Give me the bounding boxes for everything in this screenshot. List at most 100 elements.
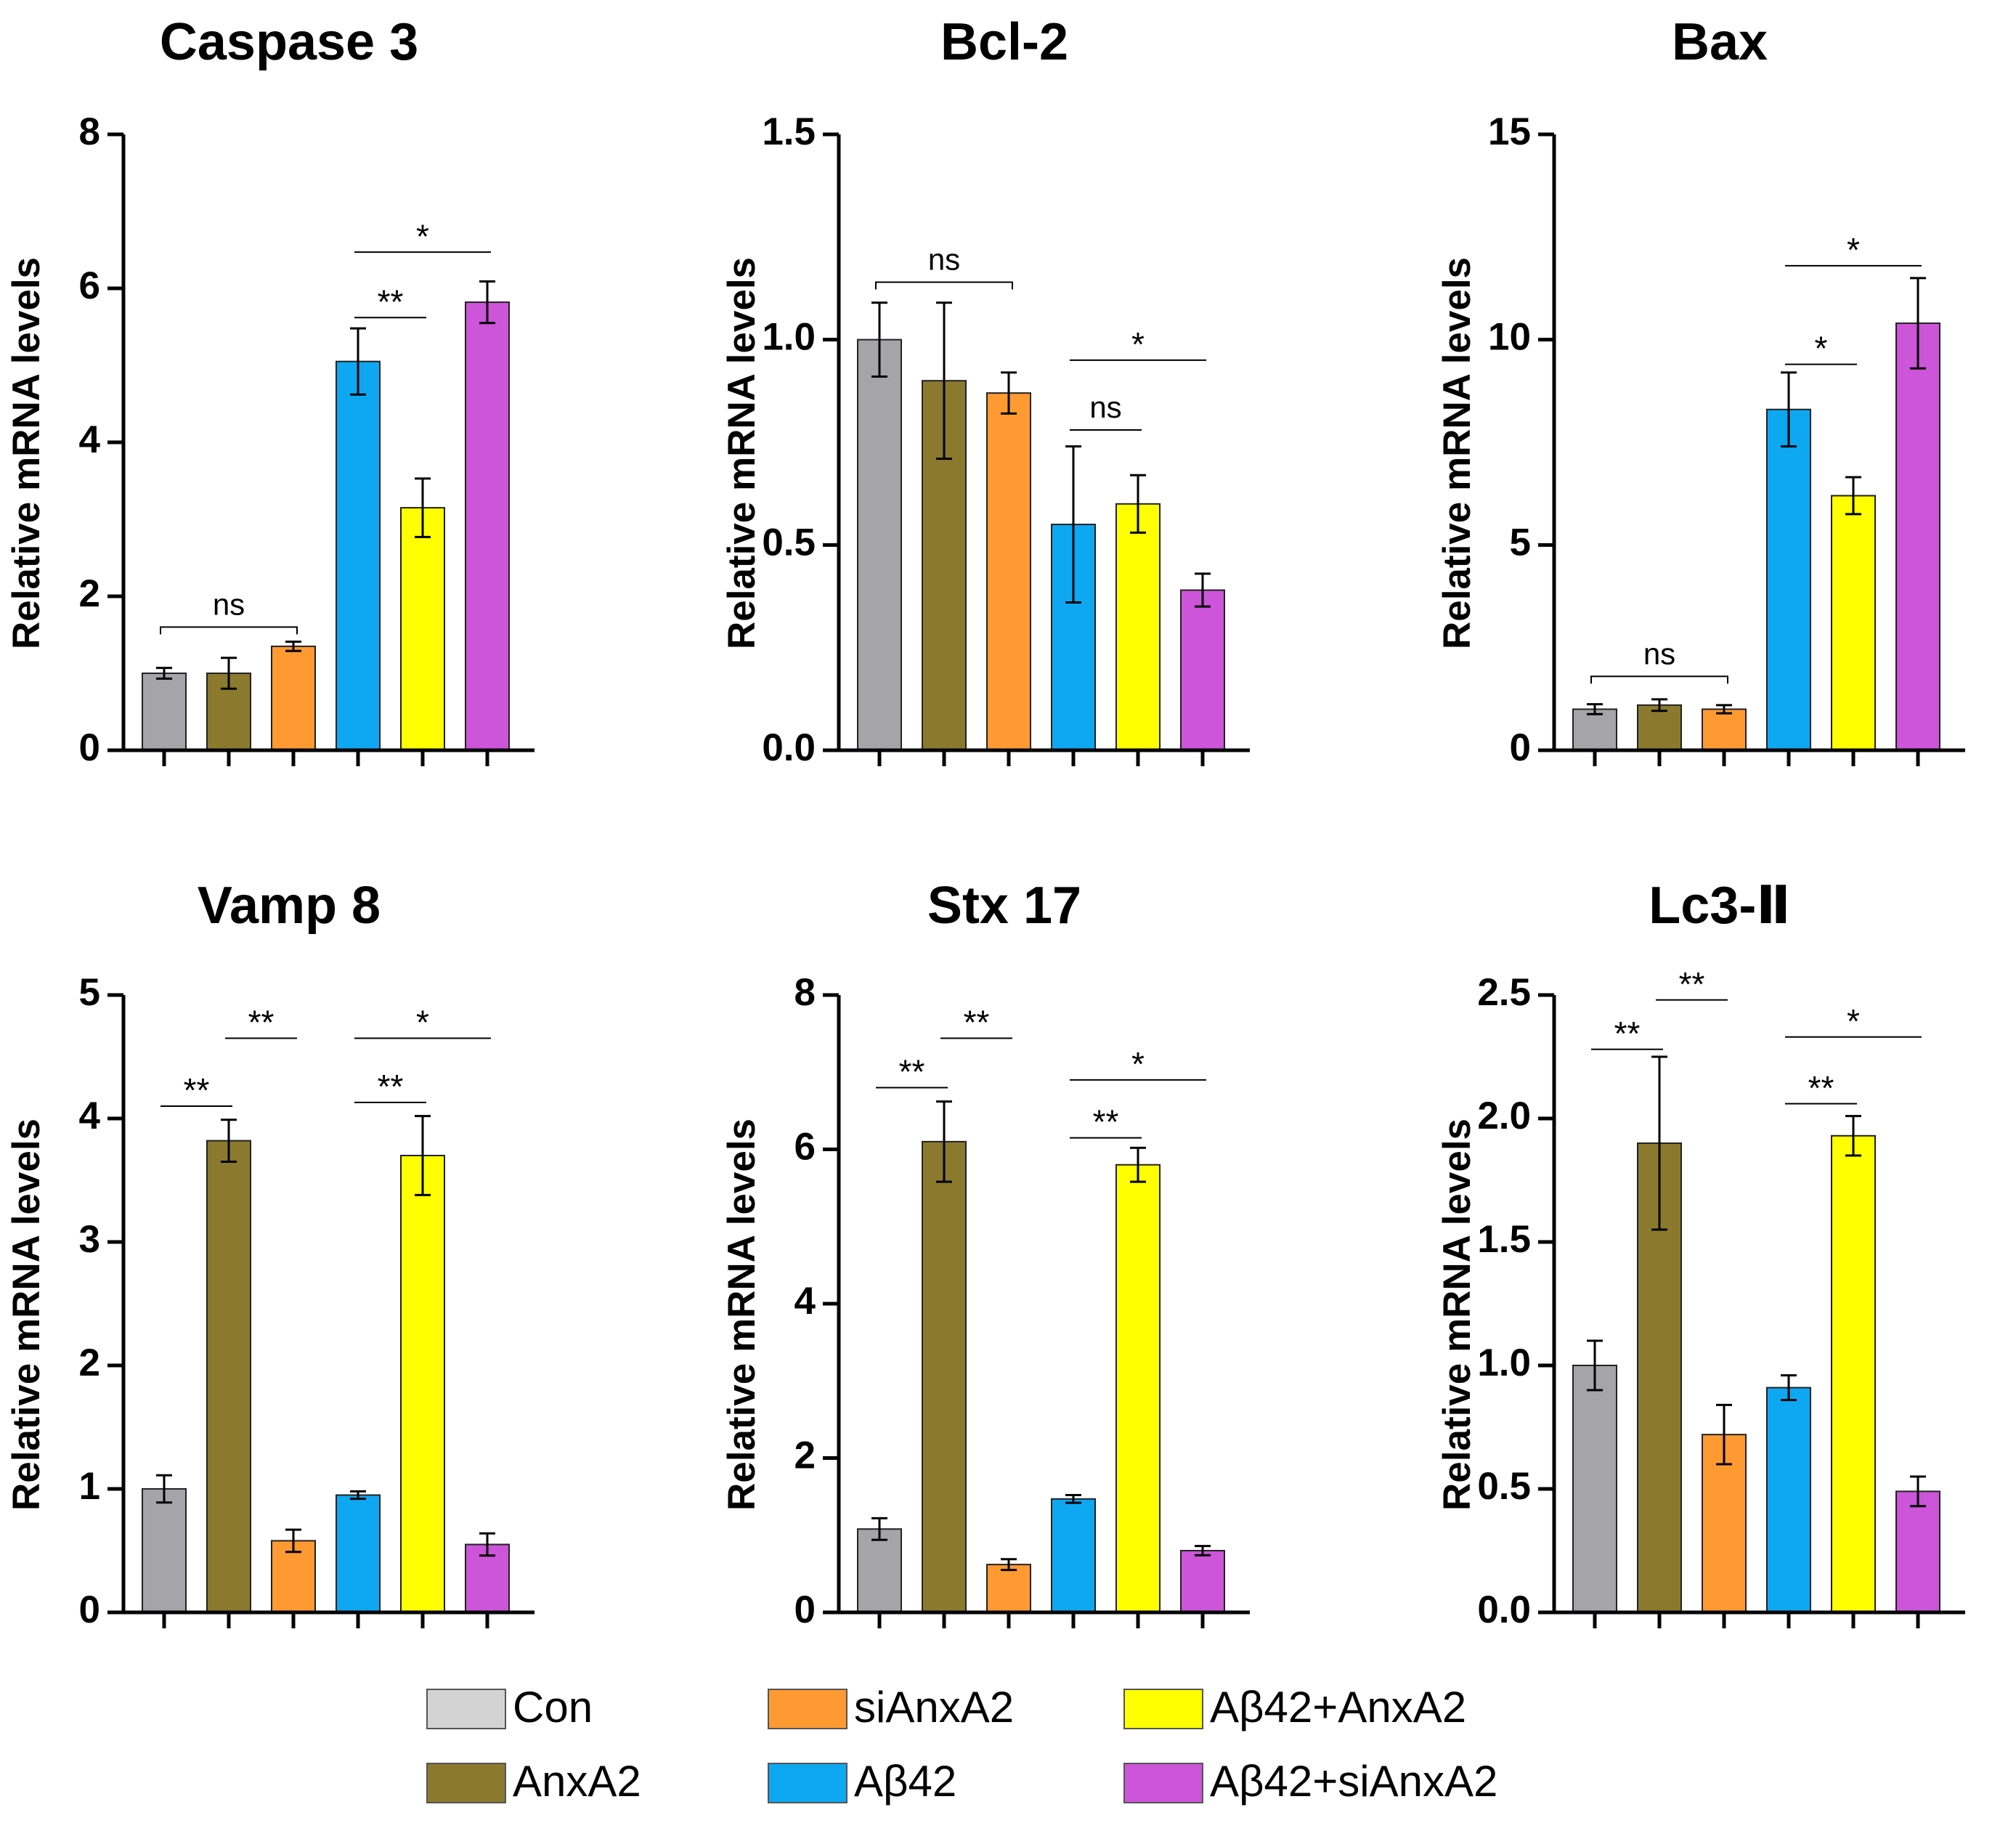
y-tick-label: 0.0 — [762, 726, 816, 769]
significance-label: ** — [1093, 1103, 1119, 1141]
y-tick-label: 0.5 — [1477, 1465, 1531, 1508]
chart-panel-bcl-2: Bcl-2 Relative mRNA levels 0.0 0.5 1.0 1.5 ns n… — [720, 13, 1250, 769]
y-axis-label: Relative mRNA levels — [720, 1118, 763, 1511]
bar-ab42-anxa2 — [400, 507, 445, 751]
significance-label: ** — [184, 1071, 210, 1109]
y-tick-label: 4 — [794, 1280, 816, 1323]
significance-label: ** — [1808, 1069, 1834, 1107]
y-tick-label: 2 — [79, 1341, 100, 1384]
legend-item-sianxa2: siAnxA2 — [768, 1683, 1014, 1731]
legend-item-ab42: Aβ42 — [768, 1757, 956, 1806]
bar-sianxa2 — [271, 645, 316, 752]
y-tick-label: 8 — [794, 971, 816, 1014]
significance-label: * — [1131, 1045, 1145, 1083]
bar-ab42 — [336, 360, 381, 751]
y-tick-label: 8 — [79, 110, 100, 153]
y-tick-label: 5 — [1510, 521, 1531, 564]
legend-item-ab42-anxa2: Aβ42+AnxA2 — [1123, 1683, 1466, 1731]
bar-anxa2 — [1637, 704, 1682, 752]
y-tick-label: 1.0 — [1477, 1341, 1531, 1384]
legend-label: Aβ42 — [854, 1757, 956, 1806]
bar-con — [857, 338, 902, 751]
y-tick-label: 1.5 — [1477, 1218, 1531, 1261]
bar-ab42-sianxa2 — [465, 301, 510, 751]
significance-label: ns — [1643, 636, 1675, 670]
y-tick-label: 4 — [79, 1095, 101, 1137]
significance-label: * — [1847, 231, 1860, 269]
bar-con — [142, 673, 187, 751]
y-tick-label: 10 — [1488, 316, 1531, 359]
bar-ab42-anxa2 — [400, 1155, 445, 1613]
bar-sianxa2 — [986, 1564, 1031, 1613]
legend-label: Aβ42+AnxA2 — [1210, 1683, 1466, 1731]
y-tick-label: 1 — [79, 1465, 100, 1508]
significance-label: * — [1815, 330, 1828, 368]
chart-title: Vamp 8 — [198, 877, 381, 935]
significance-label: ** — [378, 283, 404, 320]
significance-label: ** — [1614, 1015, 1641, 1052]
bar-sianxa2 — [986, 392, 1031, 751]
bar-ab42-anxa2 — [1115, 1164, 1161, 1613]
y-tick-label: 2.0 — [1477, 1095, 1531, 1137]
y-axis-label: Relative mRNA levels — [5, 257, 48, 649]
bar-ab42-sianxa2 — [1180, 589, 1225, 752]
significance-label: * — [416, 1004, 429, 1042]
y-tick-label: 0 — [79, 1588, 100, 1631]
bar-ab42 — [336, 1494, 381, 1613]
significance-bracket — [1590, 675, 1728, 684]
legend-item-anxa2: AnxA2 — [426, 1757, 641, 1806]
y-axis-label: Relative mRNA levels — [5, 1118, 48, 1511]
y-tick-label: 3 — [79, 1218, 100, 1261]
y-axis-label: Relative mRNA levels — [1436, 257, 1479, 649]
bar-ab42-anxa2 — [1831, 495, 1876, 751]
bar-con — [142, 1488, 187, 1613]
bar-ab42-sianxa2 — [1895, 1490, 1940, 1613]
bar-ab42-sianxa2 — [1895, 322, 1940, 751]
y-tick-label: 2 — [79, 572, 100, 615]
legend-label: siAnxA2 — [854, 1683, 1014, 1731]
bar-ab42-sianxa2 — [1180, 1550, 1225, 1613]
y-tick-label: 6 — [794, 1126, 816, 1169]
legend-swatch — [426, 1689, 506, 1729]
chart-panel-bax: Bax Relative mRNA levels 0 5 10 15 ns * * — [1436, 13, 1965, 769]
chart-title: Lc3-Ⅱ — [1649, 877, 1790, 935]
legend-label: AnxA2 — [513, 1757, 641, 1806]
bar-ab42 — [1051, 1498, 1096, 1613]
chart-title: Bax — [1672, 13, 1768, 71]
y-tick-label: 0 — [794, 1588, 816, 1631]
significance-label: ** — [964, 1004, 990, 1042]
bar-con — [1572, 1365, 1617, 1613]
significance-label: ** — [248, 1004, 275, 1042]
bar-ab42-anxa2 — [1831, 1134, 1876, 1614]
y-tick-label: 6 — [79, 264, 100, 307]
bar-ab42 — [1766, 408, 1811, 751]
y-tick-label: 0 — [79, 726, 100, 769]
legend-swatch — [1123, 1689, 1203, 1729]
bar-anxa2 — [922, 1140, 967, 1613]
significance-label: ** — [1679, 965, 1705, 1003]
y-tick-label: 1.0 — [762, 316, 816, 359]
bar-anxa2 — [922, 380, 967, 751]
y-tick-label: 4 — [79, 418, 101, 461]
significance-label: * — [1847, 1002, 1860, 1040]
legend: Con siAnxA2 Aβ42+AnxA2 AnxA2 Aβ42 Aβ42+siAnxA… — [426, 1683, 1497, 1806]
legend-label: Aβ42+siAnxA2 — [1210, 1757, 1497, 1806]
legend-label: Con — [513, 1683, 593, 1731]
y-tick-label: 15 — [1488, 110, 1531, 153]
y-tick-label: 5 — [79, 971, 100, 1014]
bar-sianxa2 — [1702, 708, 1747, 752]
legend-swatch — [1123, 1763, 1203, 1803]
significance-label: ns — [1089, 390, 1121, 424]
y-tick-label: 2.5 — [1477, 971, 1531, 1014]
bar-con — [857, 1528, 902, 1613]
y-tick-label: 1.5 — [762, 110, 816, 153]
significance-label: * — [1131, 325, 1145, 363]
chart-panel-lc3-ii: Lc3-Ⅱ Relative mRNA levels 0.0 0.5 1.0 1.5 2.0… — [1436, 877, 1965, 1631]
legend-item-ab42-sianxa2: Aβ42+siAnxA2 — [1123, 1757, 1497, 1806]
legend-item-con: Con — [426, 1683, 593, 1731]
chart-title: Bcl-2 — [940, 13, 1068, 71]
